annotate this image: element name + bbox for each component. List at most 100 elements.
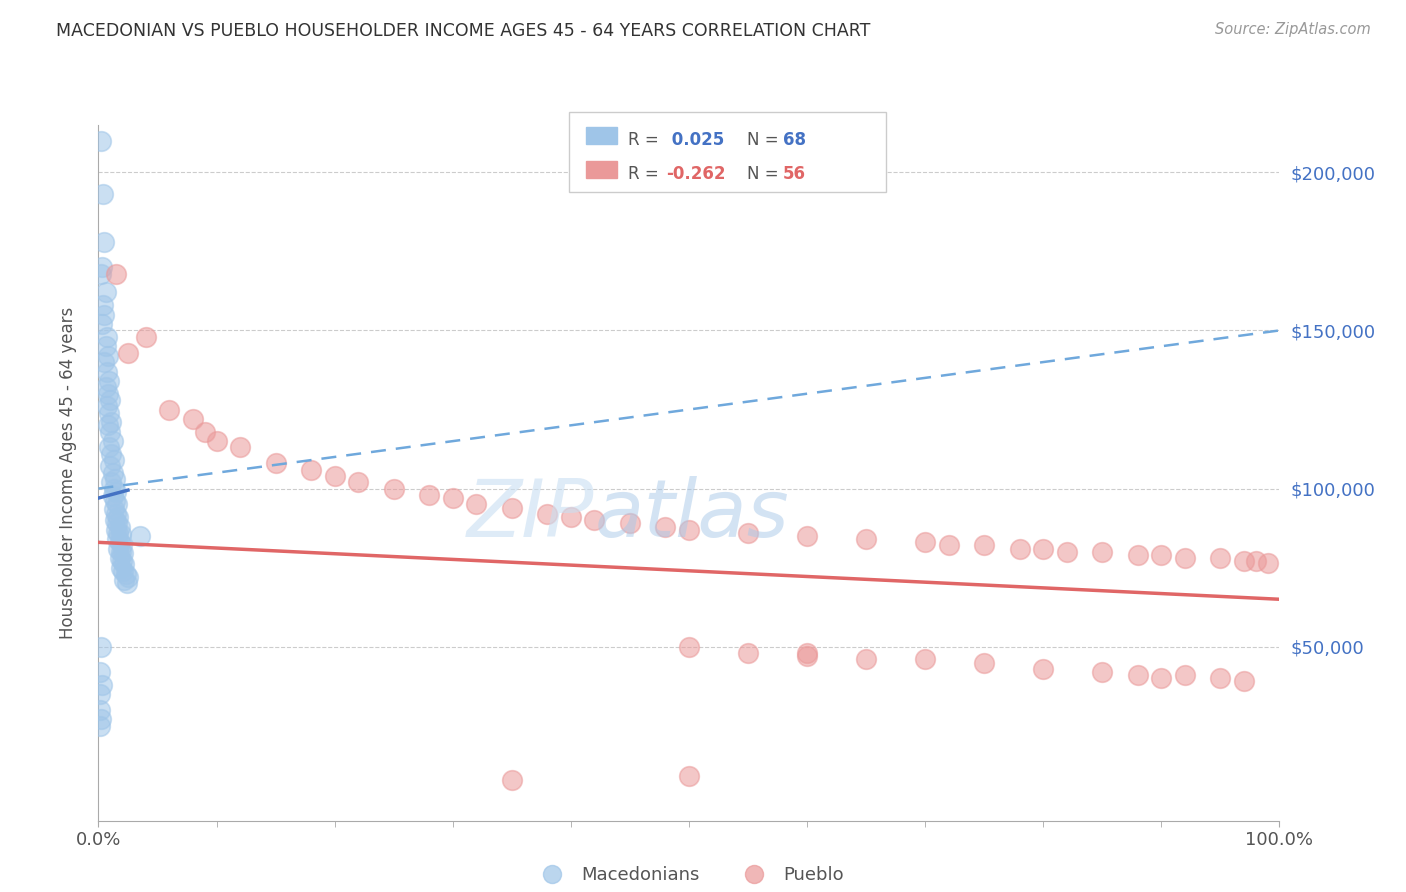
Point: [98, 459, 121, 474]
Point: [737, 525, 759, 540]
Point: [110, 560, 132, 574]
Point: [181, 412, 204, 426]
Point: [299, 462, 322, 476]
Point: [105, 523, 128, 537]
Point: [796, 649, 818, 664]
Point: [94, 380, 117, 394]
Point: [796, 529, 818, 543]
Text: N =: N =: [747, 165, 783, 183]
Point: [1091, 545, 1114, 559]
Point: [796, 646, 818, 660]
Point: [94, 285, 117, 300]
Point: [1233, 674, 1256, 689]
Point: [98, 441, 121, 455]
Point: [110, 545, 132, 559]
Text: -0.262: -0.262: [666, 165, 725, 183]
Point: [1257, 556, 1279, 570]
Point: [89, 703, 111, 717]
Point: [89, 687, 111, 701]
Point: [105, 484, 128, 499]
Point: [347, 475, 370, 490]
Point: [97, 418, 120, 433]
Point: [107, 541, 129, 556]
Point: [89, 719, 111, 733]
Point: [104, 513, 127, 527]
Point: [100, 447, 122, 461]
Point: [111, 539, 134, 553]
Point: [560, 510, 582, 524]
Point: [91, 317, 114, 331]
Point: [112, 558, 135, 572]
Point: [619, 516, 641, 531]
Point: [96, 365, 118, 379]
Point: [678, 640, 700, 654]
Point: [89, 665, 111, 679]
Point: [103, 482, 125, 496]
Point: [914, 652, 936, 666]
Point: [1244, 554, 1267, 568]
Point: [93, 308, 115, 322]
Point: [1126, 548, 1149, 562]
Point: [98, 406, 121, 420]
Point: [1091, 665, 1114, 679]
Point: [97, 349, 120, 363]
Point: [678, 523, 700, 537]
Point: [654, 519, 676, 533]
Point: [105, 507, 128, 521]
Point: [583, 513, 606, 527]
Point: [678, 769, 700, 783]
Point: [96, 400, 118, 414]
Point: [973, 539, 995, 553]
Point: [938, 539, 960, 553]
Point: [94, 339, 117, 353]
Point: [114, 566, 136, 581]
Point: [90, 134, 112, 148]
Point: [110, 527, 132, 541]
Point: [1209, 671, 1232, 685]
Point: [1150, 671, 1173, 685]
Point: [107, 525, 129, 540]
Point: [105, 497, 128, 511]
Point: [1174, 668, 1197, 682]
Point: [1150, 548, 1173, 562]
Point: [194, 425, 217, 439]
Point: [103, 502, 125, 516]
Point: [108, 551, 131, 566]
Point: [737, 646, 759, 660]
Point: [98, 392, 121, 407]
Point: [229, 441, 252, 455]
Point: [465, 497, 488, 511]
Point: [91, 187, 114, 202]
Point: [973, 656, 995, 670]
Point: [90, 267, 112, 281]
Point: [101, 490, 124, 504]
Point: [1032, 541, 1054, 556]
Point: [101, 434, 124, 449]
Point: [111, 554, 134, 568]
Point: [1174, 551, 1197, 566]
Point: [93, 355, 115, 369]
Point: [101, 466, 124, 480]
Point: [205, 434, 228, 449]
Point: [98, 425, 121, 439]
Point: [100, 475, 122, 490]
Point: [501, 500, 523, 515]
Point: [128, 529, 150, 543]
Point: [117, 570, 139, 584]
Legend: Macedonians, Pueblo: Macedonians, Pueblo: [527, 859, 851, 892]
Point: [100, 415, 122, 429]
Point: [108, 519, 131, 533]
Point: [117, 345, 139, 359]
Point: [1008, 541, 1031, 556]
Point: [96, 330, 118, 344]
Point: [91, 260, 114, 275]
Point: [157, 402, 180, 417]
Point: [90, 713, 112, 727]
Point: [1233, 554, 1256, 568]
Point: [112, 574, 135, 588]
Point: [1126, 668, 1149, 682]
Text: Source: ZipAtlas.com: Source: ZipAtlas.com: [1215, 22, 1371, 37]
Point: [264, 456, 287, 470]
Text: R =: R =: [628, 131, 665, 149]
Text: 68: 68: [783, 131, 806, 149]
